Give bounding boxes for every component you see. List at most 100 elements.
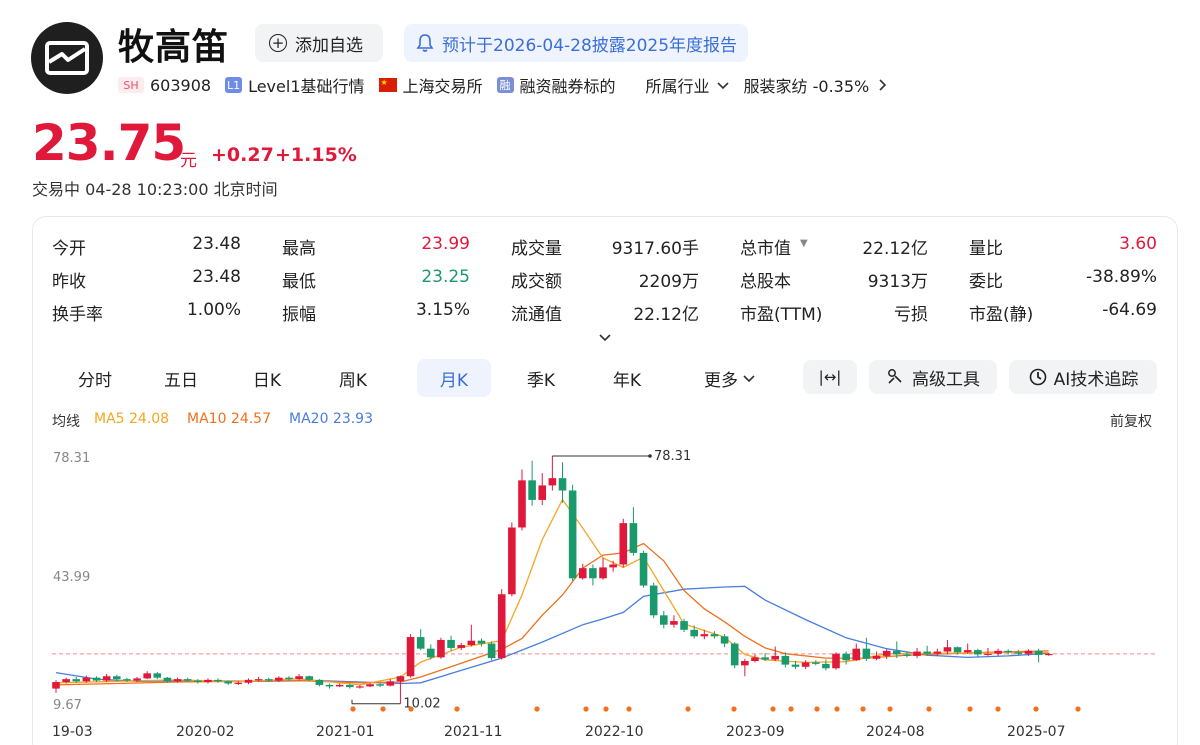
event-dot	[454, 706, 460, 712]
candle-body	[761, 657, 769, 660]
candle-body	[568, 490, 577, 579]
event-dot	[583, 706, 589, 712]
stat-label: 最低	[282, 272, 316, 292]
candle-body	[913, 651, 921, 656]
event-dot	[1033, 706, 1039, 712]
x-tick-label: 2025-07	[1007, 724, 1066, 740]
tab-label: 季K	[526, 370, 556, 391]
earnings-notice[interactable]: 预计于2026-04-28披露2025年度报告	[404, 24, 748, 62]
adjust-toggle[interactable]: 前复权	[1110, 414, 1152, 430]
candle-body	[92, 677, 101, 681]
stat-value: -38.89%	[1086, 267, 1157, 287]
add-watchlist-button[interactable]: + 添加自选	[255, 24, 383, 62]
candle-body	[984, 653, 992, 655]
stat-label: 成交额	[511, 272, 562, 292]
ai-tracking-button[interactable]: AI技术追踪	[1009, 360, 1157, 394]
tab-3[interactable]: 周K	[310, 359, 396, 397]
expand-chevron-icon[interactable]	[597, 332, 613, 344]
candle-body	[497, 594, 506, 659]
stat-value: 23.48	[192, 267, 241, 287]
industry-link[interactable]: 服装家纺 -0.35%	[744, 73, 888, 97]
market-tag: SH	[118, 77, 144, 93]
stock-code: 603908	[150, 75, 212, 95]
candle-body	[295, 676, 303, 680]
candle-body	[102, 676, 111, 681]
tab-label: 年K	[612, 370, 642, 391]
stat-value: 22.12亿	[862, 239, 928, 259]
candle-body	[406, 637, 415, 677]
candle-body	[254, 679, 263, 681]
candle-body	[457, 645, 465, 648]
candle-body	[447, 639, 455, 648]
high-pointer-dot	[648, 454, 652, 458]
advanced-tools-button[interactable]: 高级工具	[869, 360, 997, 394]
stat-label: 昨收	[52, 272, 86, 292]
advanced-tools-label: 高级工具	[912, 369, 980, 390]
tab-7[interactable]: 更多	[675, 359, 785, 397]
quote-panel	[32, 216, 1178, 745]
tab-label: 分时	[78, 370, 112, 391]
china-flag-icon	[378, 78, 397, 92]
candle-body	[163, 677, 172, 682]
candle-body	[903, 654, 911, 656]
candle-body	[741, 660, 749, 666]
stat-label: 委比	[969, 272, 1003, 292]
event-dot	[350, 706, 356, 712]
notice-text: 预计于2026-04-28披露2025年度报告	[442, 35, 738, 56]
candle-body	[234, 682, 243, 684]
ai-target-icon	[1029, 368, 1046, 386]
tab-1[interactable]: 五日	[138, 359, 224, 397]
tab-5[interactable]: 季K	[503, 359, 579, 397]
candle-body	[1044, 653, 1053, 656]
candle-body	[1014, 652, 1023, 654]
ma5-line	[55, 498, 1049, 686]
candle-body	[204, 679, 212, 683]
candle-body	[72, 679, 81, 682]
event-dot	[685, 706, 691, 712]
tab-0[interactable]: 分时	[52, 359, 138, 397]
market-cap-dropdown-icon[interactable]: ▼	[800, 238, 808, 249]
candle-body	[275, 677, 283, 681]
company-logo	[31, 22, 103, 94]
tab-2[interactable]: 日K	[224, 359, 310, 397]
stat-value: -64.69	[1102, 300, 1157, 320]
current-price: 23.75	[32, 114, 186, 172]
tab-4[interactable]: 月K	[417, 359, 491, 397]
high-label: 78.31	[654, 449, 691, 464]
candle-body	[842, 653, 850, 661]
x-tick-label: 2024-08	[866, 724, 925, 740]
candle-body	[609, 564, 617, 568]
candle-body	[305, 676, 314, 680]
event-dot	[814, 706, 820, 712]
candle-body	[356, 686, 364, 688]
event-dot	[534, 706, 540, 712]
industry-dropdown[interactable]: 所属行业	[646, 73, 730, 97]
tab-6[interactable]: 年K	[589, 359, 665, 397]
stat-label: 总股本	[740, 272, 791, 292]
candle-body	[264, 679, 273, 681]
price-change-pct: +1.15%	[275, 144, 357, 166]
candle-body	[852, 648, 861, 661]
candle-body	[416, 637, 425, 649]
candle-body	[943, 647, 952, 652]
ma5-value: MA5 24.08	[94, 411, 170, 427]
candle-body	[599, 567, 607, 579]
mail-logo-icon	[45, 41, 89, 75]
event-dot	[770, 706, 776, 712]
candle-body	[437, 639, 445, 658]
candle-body	[791, 664, 800, 667]
candle-body	[578, 568, 587, 579]
candle-body	[183, 679, 192, 681]
candle-body	[427, 648, 435, 658]
fit-width-button[interactable]: |↔|	[803, 360, 857, 394]
candle-body	[811, 662, 820, 664]
candle-body	[872, 655, 881, 659]
candle-body	[680, 621, 688, 630]
x-tick-label: 2023-09	[726, 724, 785, 740]
stat-value: 亏损	[894, 305, 928, 325]
fit-width-icon: |↔|	[818, 368, 842, 386]
candle-body	[325, 684, 334, 687]
event-dot	[834, 706, 840, 712]
candle-body	[589, 568, 597, 579]
